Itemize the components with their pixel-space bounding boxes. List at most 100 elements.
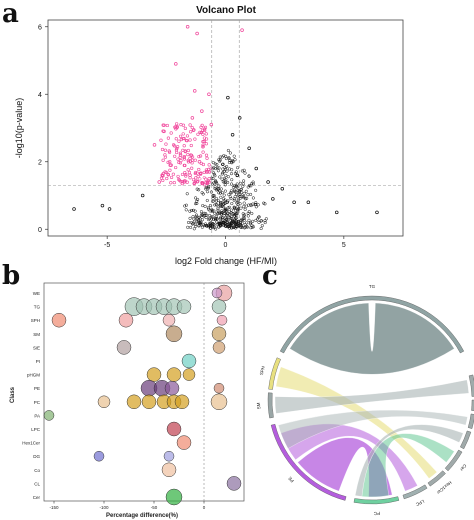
bubble-point: [93, 450, 105, 462]
bubble-point: [212, 341, 226, 354]
bubble-point: [176, 435, 192, 450]
volcano-point: [241, 184, 245, 188]
volcano-point: [178, 153, 183, 157]
chord-sector-label: PC: [373, 511, 380, 516]
volcano-point: [226, 148, 230, 153]
volcano-point: [201, 181, 205, 185]
volcano-point: [204, 177, 208, 181]
chord-sector: [353, 496, 400, 505]
volcano-point: [181, 123, 186, 127]
volcano-point: [257, 215, 261, 219]
volcano-point: [249, 182, 254, 186]
volcano-point: [228, 151, 232, 155]
volcano-point: [159, 138, 163, 142]
volcano-point: [242, 205, 246, 209]
bubble-point: [165, 325, 183, 343]
bubble-point: [161, 462, 177, 478]
volcano-point: [188, 156, 192, 160]
volcano-point: [216, 187, 220, 192]
volcano-point: [222, 154, 226, 158]
volcano-point: [246, 203, 251, 207]
bubble-category-label: Cer: [33, 495, 41, 500]
chord-ribbon: [274, 379, 469, 414]
volcano-point: [209, 226, 213, 230]
volcano-point: [243, 197, 248, 201]
volcano-point: [218, 211, 222, 215]
volcano-point: [211, 199, 215, 203]
volcano-point: [232, 184, 236, 188]
bubble-point: [166, 421, 182, 437]
volcano-point: [193, 181, 197, 185]
volcano-point: [207, 213, 212, 217]
volcano-point: [194, 178, 198, 183]
volcano-point: [213, 174, 217, 178]
volcano-point: [184, 203, 188, 207]
volcano-point: [191, 215, 195, 219]
volcano-point: [233, 171, 237, 176]
bubble-category-label: PI: [36, 359, 40, 364]
volcano-plot: Volcano Plot -5 0 5 0 2 4 6 log2 Fold change (…: [14, 5, 404, 266]
volcano-point: [232, 198, 236, 202]
volcano-point: [197, 167, 201, 172]
volcano-point: [196, 197, 200, 202]
bubble-category-label: SPH: [31, 318, 40, 323]
volcano-point: [236, 189, 240, 193]
volcano-point: [175, 146, 179, 151]
volcano-point: [178, 151, 182, 155]
volcano-point: [171, 172, 175, 176]
volcano-point: [200, 212, 204, 216]
volcano-point: [204, 212, 208, 216]
volcano-point: [222, 170, 226, 174]
volcano-point: [192, 89, 197, 93]
volcano-point: [200, 225, 204, 229]
volcano-point: [178, 134, 183, 138]
volcano-point: [211, 224, 215, 228]
bubble-point: [146, 367, 162, 382]
volcano-point: [172, 180, 176, 185]
volcano-points: [72, 25, 379, 231]
volcano-point: [226, 180, 230, 184]
volcano-point: [250, 211, 254, 216]
volcano-point: [224, 154, 228, 158]
bubble-xtick-label: -150: [49, 505, 59, 510]
volcano-point: [200, 191, 204, 195]
volcano-point: [217, 166, 221, 170]
volcano-point: [193, 209, 197, 213]
volcano-point: [167, 149, 171, 153]
volcano-point: [186, 225, 190, 229]
bubble-point: [216, 314, 228, 326]
volcano-point: [184, 172, 188, 177]
volcano-point: [210, 182, 214, 186]
volcano-point: [263, 219, 267, 223]
volcano-xtick-label: -5: [104, 242, 110, 249]
volcano-point: [227, 156, 231, 160]
volcano-point: [164, 142, 168, 146]
chord-sector-label: Cer: [459, 463, 468, 472]
volcano-point: [197, 224, 201, 228]
volcano-point: [243, 171, 247, 175]
volcano-point: [245, 225, 249, 229]
bubble-point: [226, 476, 242, 491]
volcano-point: [203, 183, 207, 187]
volcano-point: [163, 155, 167, 159]
volcano-point: [233, 206, 237, 210]
volcano-point: [220, 177, 224, 181]
volcano-point: [218, 175, 222, 179]
bubble-point: [164, 380, 180, 396]
volcano-point: [196, 132, 200, 136]
volcano-point: [211, 217, 216, 221]
volcano-point: [242, 179, 246, 183]
volcano-point: [189, 143, 193, 148]
volcano-point: [206, 186, 210, 190]
volcano-point: [211, 226, 215, 230]
volcano-point: [184, 208, 188, 212]
volcano-point: [220, 162, 225, 166]
bubble-frame: [43, 282, 245, 502]
volcano-ytick-label: 0: [38, 227, 42, 234]
volcano-point: [220, 211, 224, 215]
bubble-point: [118, 312, 134, 328]
volcano-point: [161, 158, 165, 162]
volcano-point: [201, 145, 205, 149]
volcano-point: [190, 166, 194, 170]
